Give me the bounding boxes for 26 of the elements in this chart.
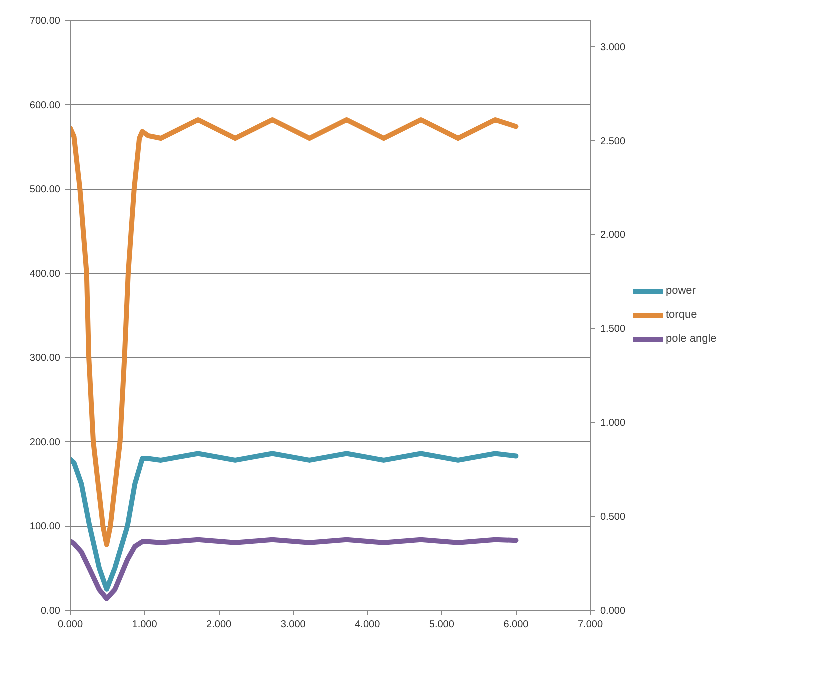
y-tick-label: 400.00 [30, 268, 61, 280]
legend-label: power [666, 285, 696, 297]
y-tick-label: 300.00 [30, 353, 61, 364]
x-tick-label: 0.000 [58, 620, 84, 630]
y2-tick-label: 1.000 [600, 418, 626, 430]
x-tick-label: 3.000 [280, 620, 306, 630]
x-tick-label: 5.000 [429, 620, 455, 630]
x-tick-label: 1.000 [132, 620, 158, 630]
y2-tick-label: 0.500 [600, 512, 626, 524]
y-tick-label: 200.00 [30, 437, 61, 448]
y2-tick-label: 3.000 [600, 42, 626, 54]
x-tick-label: 6.000 [504, 620, 530, 630]
y-tick-label: 700.00 [30, 16, 61, 27]
legend-label: torque [666, 309, 698, 321]
legend-label: pole angle [666, 333, 717, 345]
x-tick-label: 4.000 [355, 620, 381, 630]
y2-tick-label: 2.000 [600, 230, 626, 242]
y2-tick-label: 1.500 [600, 324, 626, 336]
y-tick-label: 0.00 [41, 606, 61, 617]
x-tick-label: 7.000 [578, 620, 604, 630]
y-tick-label: 500.00 [30, 184, 61, 196]
y2-tick-label: 0.000 [600, 606, 626, 617]
y-tick-label: 600.00 [30, 100, 61, 112]
y-tick-label: 100.00 [30, 522, 61, 533]
x-tick-label: 2.000 [206, 620, 232, 630]
y2-tick-label: 2.500 [600, 136, 626, 148]
